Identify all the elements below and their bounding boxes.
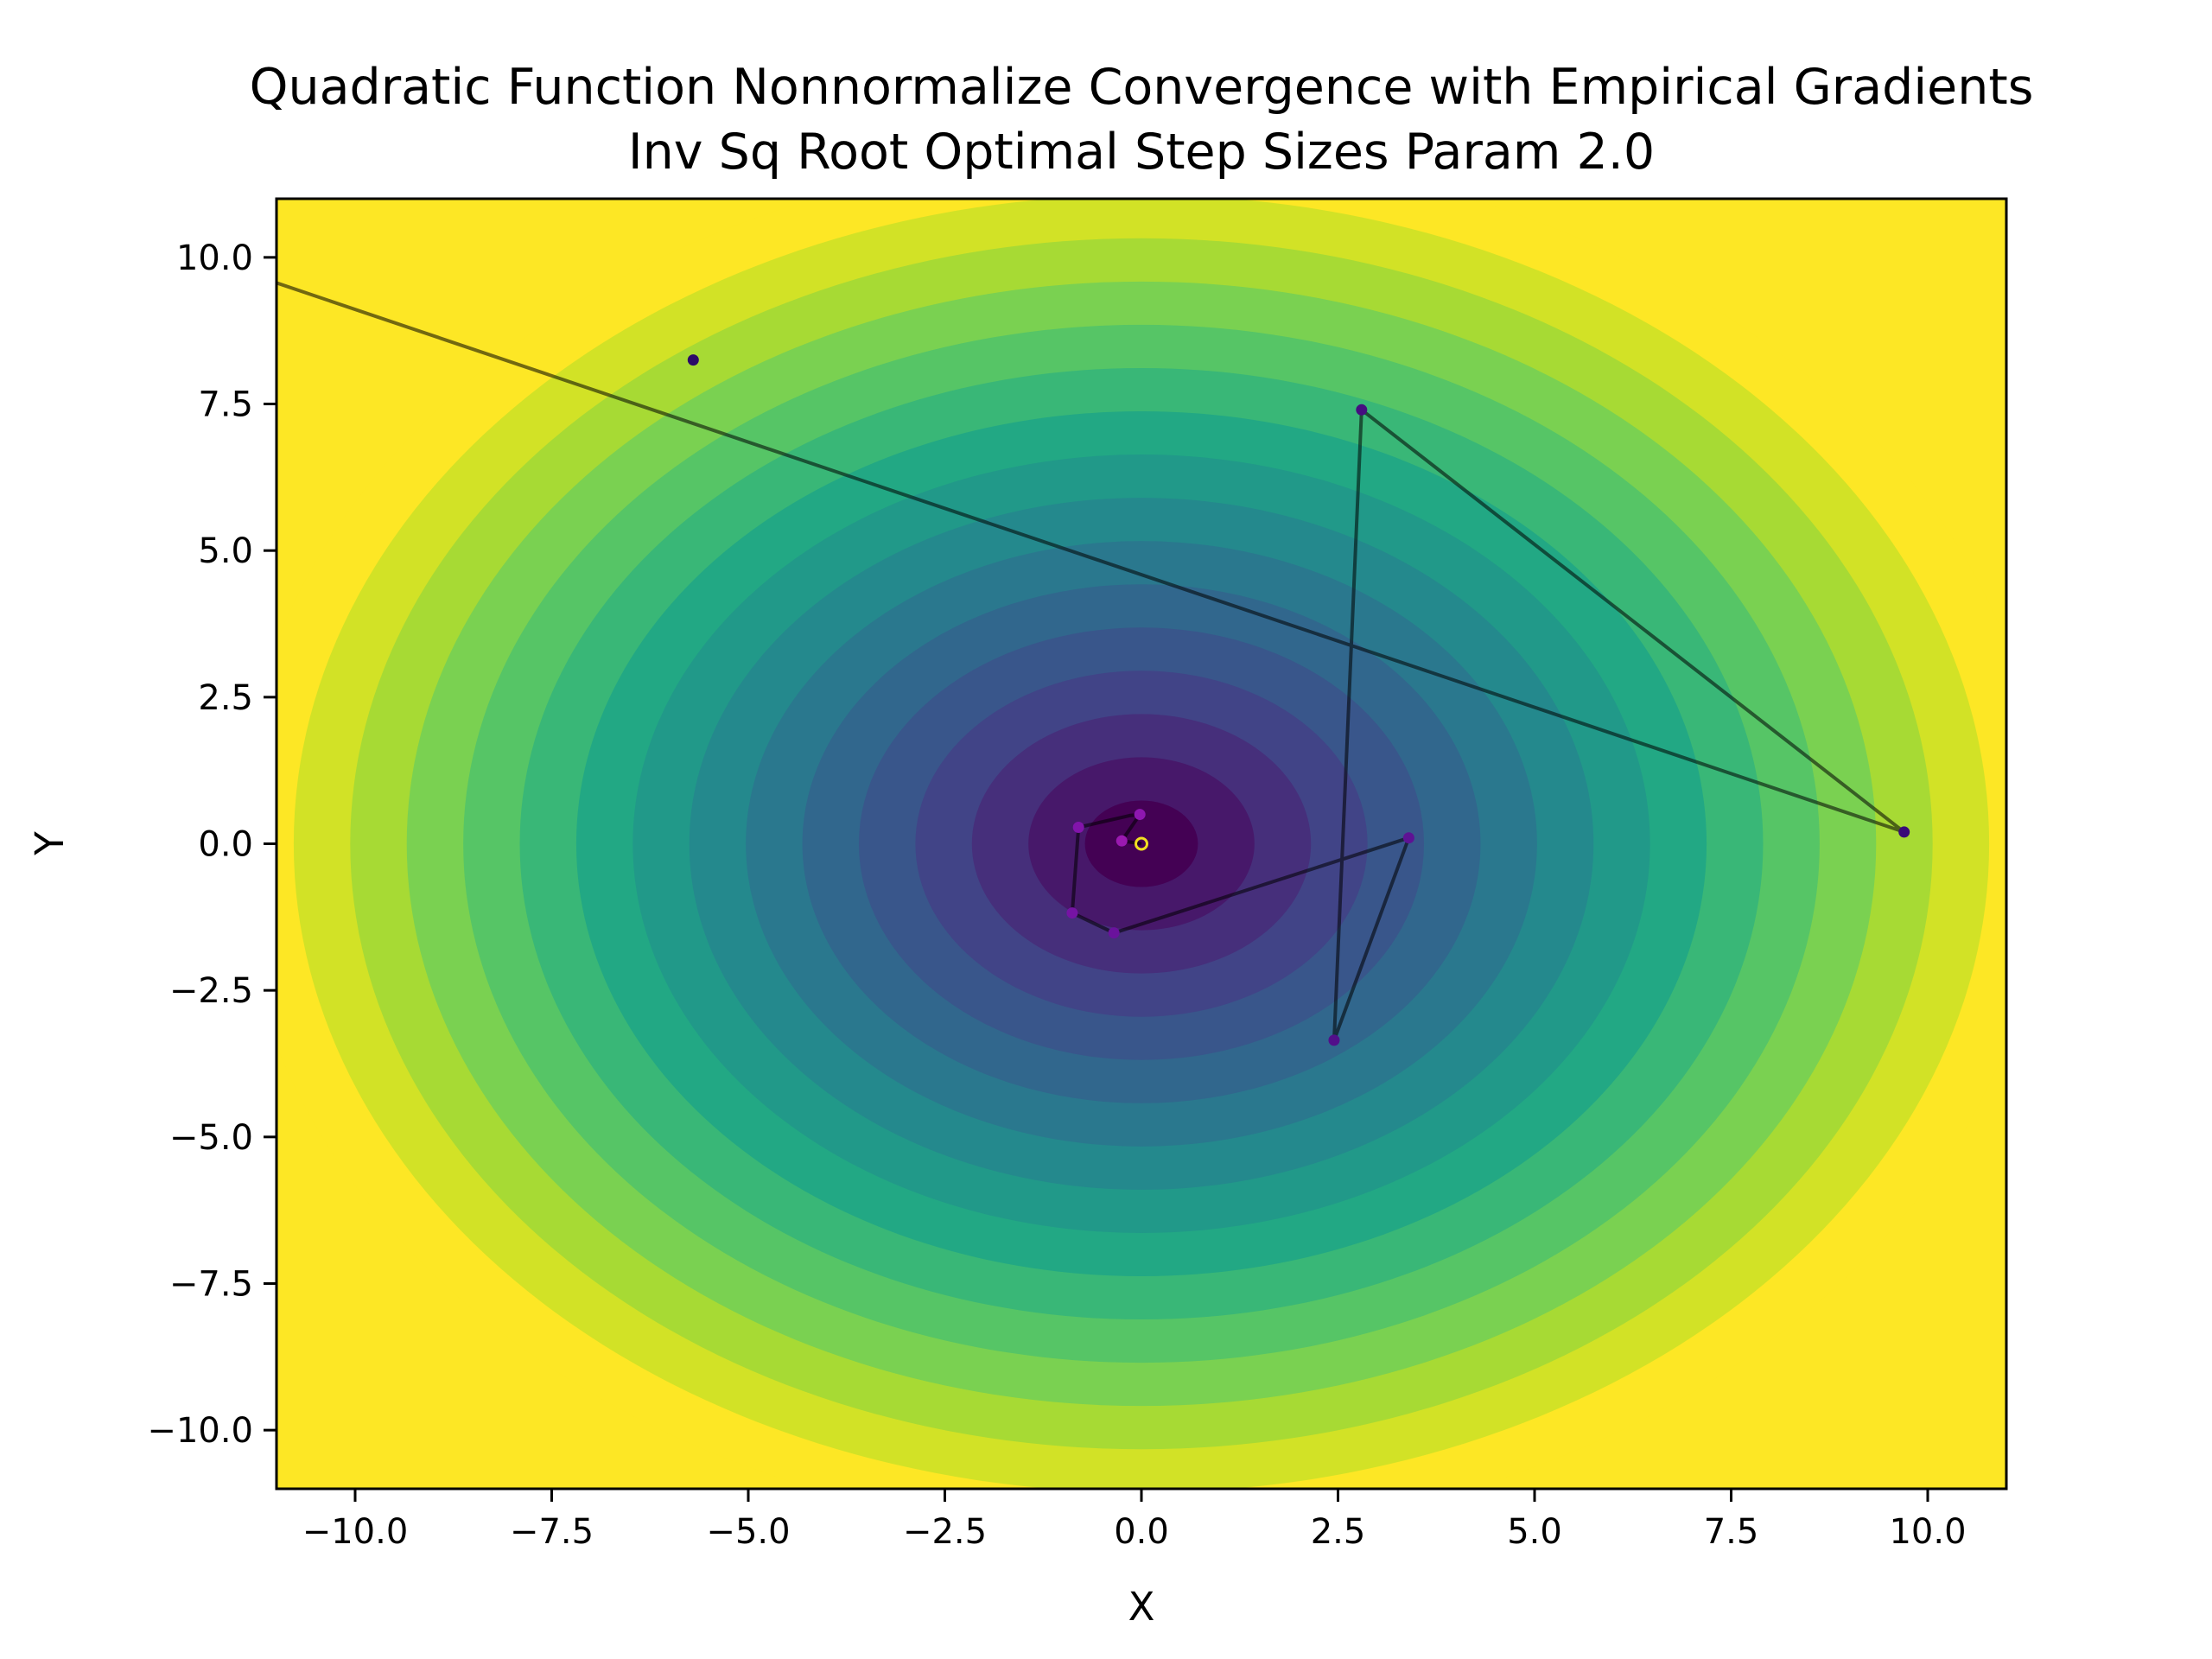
iterate-point [1402, 832, 1414, 844]
iterate-point [1066, 907, 1078, 919]
x-tick-label: −7.5 [510, 1512, 594, 1552]
x-tick-label: 10.0 [1889, 1512, 1966, 1552]
y-tick-label: 5.0 [198, 531, 253, 571]
iterate-point [1898, 826, 1910, 838]
y-tick-label: 0.0 [198, 825, 253, 865]
x-axis-ticks: −10.0 −7.5 −5.0 −2.5 0.0 2.5 5.0 7.5 10.0 [302, 1489, 1967, 1552]
iterate-point [1356, 404, 1368, 416]
y-tick-label: −2.5 [169, 971, 253, 1011]
final-point [1135, 836, 1148, 851]
y-tick-label: −10.0 [147, 1411, 253, 1451]
iterate-point [1134, 809, 1146, 821]
x-tick-label: 7.5 [1704, 1512, 1759, 1552]
iterate-point [1108, 927, 1120, 939]
x-tick-label: −2.5 [903, 1512, 987, 1552]
iterate-point [1116, 835, 1128, 847]
chart-title-line-1: Quadratic Function Nonnormalize Converge… [250, 59, 2034, 116]
y-tick-label: 10.0 [176, 238, 253, 278]
y-tick-label: 7.5 [198, 385, 253, 425]
y-axis-ticks: −10.0 −7.5 −5.0 −2.5 0.0 2.5 5.0 7.5 10.0 [147, 238, 276, 1451]
contour-fill-layer [276, 199, 2006, 1489]
iterate-point [687, 354, 699, 366]
iterate-point [1072, 821, 1084, 833]
iterate-point [1328, 1034, 1340, 1046]
x-axis-label: X [1128, 1584, 1155, 1630]
chart-title-line-2: Inv Sq Root Optimal Step Sizes Param 2.0 [628, 124, 1655, 181]
y-tick-label: −5.0 [169, 1118, 253, 1158]
x-tick-label: −10.0 [302, 1512, 409, 1552]
x-tick-label: 5.0 [1507, 1512, 1562, 1552]
x-tick-label: −5.0 [706, 1512, 790, 1552]
y-axis-label: Y [27, 831, 73, 856]
x-tick-label: 0.0 [1114, 1512, 1169, 1552]
x-tick-label: 2.5 [1311, 1512, 1366, 1552]
y-tick-label: −7.5 [169, 1264, 253, 1304]
y-tick-label: 2.5 [198, 678, 253, 718]
iterate-points-layer [687, 354, 1910, 1046]
